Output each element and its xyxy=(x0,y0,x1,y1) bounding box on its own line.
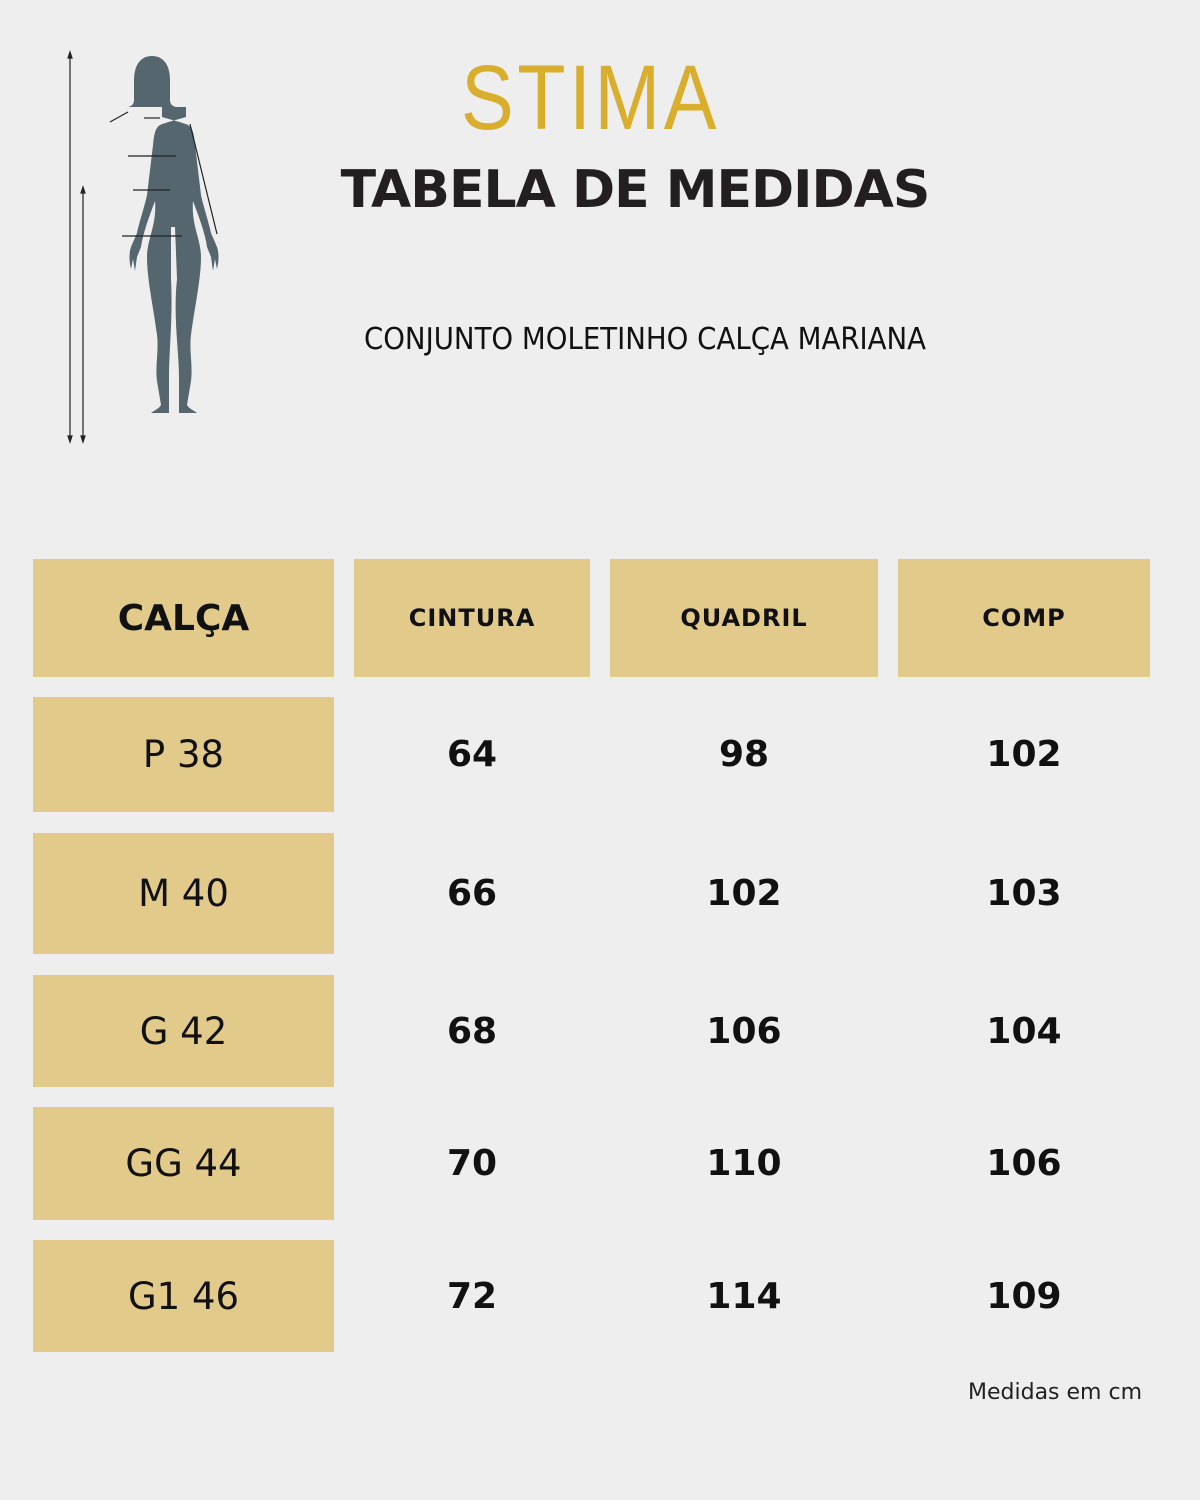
units-note: Medidas em cm xyxy=(968,1380,1142,1405)
size-label: P 38 xyxy=(33,697,334,812)
measurement-value: 110 xyxy=(706,1143,782,1184)
measurement-value: 106 xyxy=(986,1143,1062,1184)
size-label: M 40 xyxy=(33,833,334,954)
size-label: G 42 xyxy=(33,975,334,1087)
brand-logo: STIMA xyxy=(461,47,720,149)
header-cintura: CINTURA xyxy=(354,559,590,677)
measurement-value: 68 xyxy=(446,1010,498,1052)
header-calca: CALÇA xyxy=(33,559,334,677)
page-title: TABELA DE MEDIDAS xyxy=(340,160,931,220)
measurement-value: 104 xyxy=(986,1010,1062,1052)
product-subtitle: CONJUNTO MOLETINHO CALÇA MARIANA xyxy=(363,322,927,357)
body-measurement-figure-icon xyxy=(67,50,219,444)
measurement-value: 102 xyxy=(986,734,1062,775)
measurement-value: 106 xyxy=(706,1010,782,1052)
header-comp: COMP xyxy=(898,559,1150,677)
measurement-value: 64 xyxy=(446,734,498,775)
measurement-value: 103 xyxy=(986,873,1062,914)
measurement-value: 72 xyxy=(446,1275,498,1317)
measurement-value: 66 xyxy=(446,873,498,914)
measurement-value: 70 xyxy=(446,1143,498,1184)
size-label: GG 44 xyxy=(33,1107,334,1220)
header-quadril: QUADRIL xyxy=(610,559,878,677)
measurement-value: 98 xyxy=(718,734,770,775)
measurement-value: 109 xyxy=(986,1275,1062,1317)
measurement-value: 102 xyxy=(706,873,782,914)
size-label: G1 46 xyxy=(33,1240,334,1352)
measurement-value: 114 xyxy=(706,1275,782,1317)
